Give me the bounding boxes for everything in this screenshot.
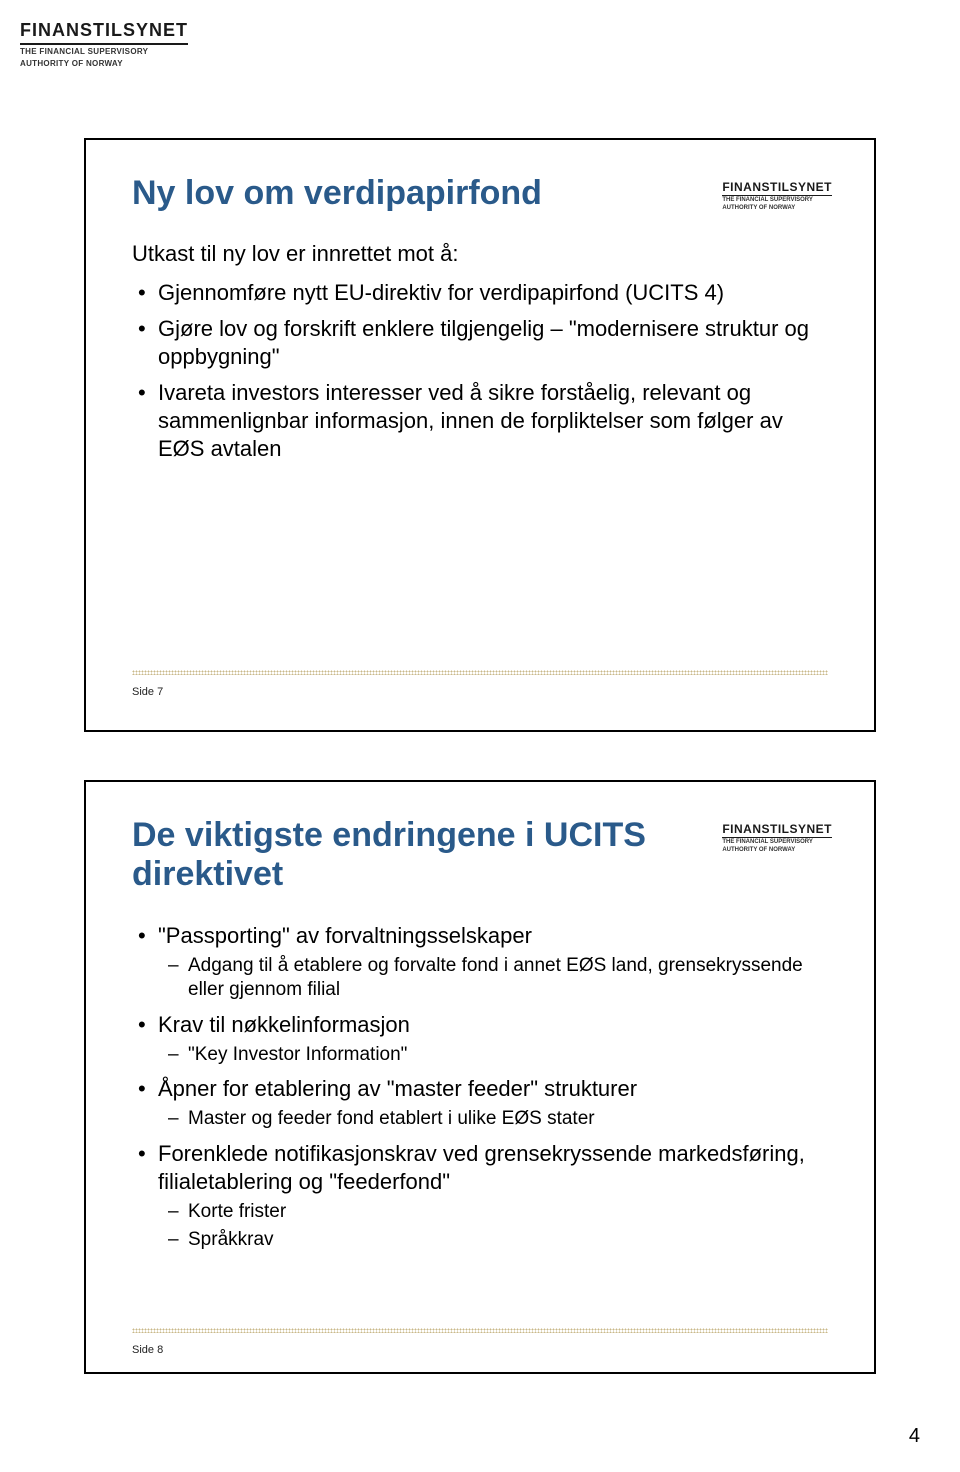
slide-8: FINANSTILSYNET THE FINANCIAL SUPERVISORY… — [84, 780, 876, 1374]
slide-logo-tag2: AUTHORITY OF NORWAY — [722, 205, 832, 212]
sub-item: Master og feeder fond etablert i ulike E… — [158, 1107, 828, 1131]
bullet-text: Åpner for etablering av "master feeder" … — [158, 1076, 637, 1101]
sub-item: Korte frister — [158, 1200, 828, 1224]
bullet-item: Åpner for etablering av "master feeder" … — [132, 1075, 828, 1131]
side-number: Side 7 — [132, 686, 163, 698]
slide-logo-tag2: AUTHORITY OF NORWAY — [722, 847, 832, 854]
sub-list: "Key Investor Information" — [158, 1043, 828, 1067]
sub-item: Språkkrav — [158, 1228, 828, 1252]
sub-item: "Key Investor Information" — [158, 1043, 828, 1067]
sub-list: Korte frister Språkkrav — [158, 1200, 828, 1253]
slide-title: De viktigste endringene i UCITS direktiv… — [132, 816, 674, 894]
bullet-list: "Passporting" av forvaltningsselskaper A… — [132, 922, 828, 1253]
bullet-item: Forenklede notifikasjonskrav ved grensek… — [132, 1140, 828, 1253]
slide-title: Ny lov om verdipapirfond — [132, 174, 674, 213]
bullet-item: Krav til nøkkelinformasjon "Key Investor… — [132, 1011, 828, 1067]
slide-body: "Passporting" av forvaltningsselskaper A… — [132, 912, 828, 1261]
page-logo: FINANSTILSYNET THE FINANCIAL SUPERVISORY… — [20, 20, 188, 68]
bullet-text: Krav til nøkkelinformasjon — [158, 1012, 410, 1037]
dotted-divider — [132, 1328, 828, 1333]
sub-list: Adgang til å etablere og forvalte fond i… — [158, 954, 828, 1003]
logo-tagline-1: THE FINANCIAL SUPERVISORY — [20, 47, 188, 57]
logo-tagline-2: AUTHORITY OF NORWAY — [20, 59, 188, 69]
sub-list: Master og feeder fond etablert i ulike E… — [158, 1107, 828, 1131]
bullet-item: Gjøre lov og forskrift enklere tilgjenge… — [132, 315, 828, 371]
slide-logo: FINANSTILSYNET THE FINANCIAL SUPERVISORY… — [722, 178, 832, 212]
logo-name: FINANSTILSYNET — [20, 20, 188, 45]
slide-logo: FINANSTILSYNET THE FINANCIAL SUPERVISORY… — [722, 820, 832, 854]
slide-logo-name: FINANSTILSYNET — [722, 822, 832, 838]
sub-item: Adgang til å etablere og forvalte fond i… — [158, 954, 828, 1003]
slide-logo-tag1: THE FINANCIAL SUPERVISORY — [722, 839, 832, 846]
bullet-list: Gjennomføre nytt EU-direktiv for verdipa… — [132, 279, 828, 464]
bullet-item: Gjennomføre nytt EU-direktiv for verdipa… — [132, 279, 828, 307]
slide-body: Utkast til ny lov er innrettet mot å: Gj… — [132, 240, 828, 472]
bullet-item: Ivareta investors interesser ved å sikre… — [132, 379, 828, 463]
lead-text: Utkast til ny lov er innrettet mot å: — [132, 240, 828, 269]
dotted-divider — [132, 670, 828, 675]
slide-logo-name: FINANSTILSYNET — [722, 180, 832, 196]
slide-7: FINANSTILSYNET THE FINANCIAL SUPERVISORY… — [84, 138, 876, 732]
side-number: Side 8 — [132, 1344, 163, 1356]
bullet-text: Forenklede notifikasjonskrav ved grensek… — [158, 1141, 805, 1194]
bullet-text: "Passporting" av forvaltningsselskaper — [158, 923, 532, 948]
bullet-item: "Passporting" av forvaltningsselskaper A… — [132, 922, 828, 1003]
slide-logo-tag1: THE FINANCIAL SUPERVISORY — [722, 197, 832, 204]
page-number: 4 — [909, 1425, 920, 1448]
